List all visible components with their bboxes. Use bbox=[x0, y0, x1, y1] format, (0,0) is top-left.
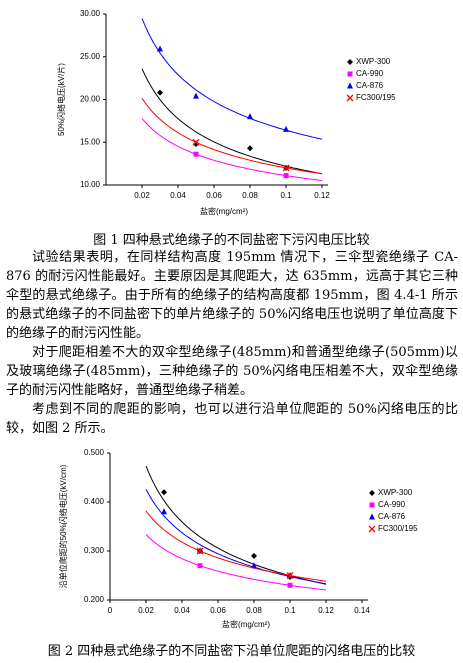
trend-line bbox=[145, 465, 327, 585]
legend-marker bbox=[369, 490, 375, 496]
x-tick-label: 0.02 bbox=[134, 191, 150, 200]
chart: 0.200 0.300 0.400 0.500 0 0.02 0.04 0.06 0.08 0.1… bbox=[58, 448, 418, 629]
point bbox=[197, 563, 203, 569]
point bbox=[251, 552, 257, 559]
point bbox=[251, 562, 257, 569]
legend-label: CA-990 bbox=[356, 69, 384, 78]
trend-line bbox=[141, 118, 323, 181]
point bbox=[287, 582, 293, 588]
x-tick-label: 0.1 bbox=[280, 191, 292, 200]
x-tick-label: 0.08 bbox=[242, 191, 258, 200]
trend-line bbox=[141, 18, 323, 140]
x-tick-label: 0.12 bbox=[318, 606, 334, 615]
point bbox=[193, 151, 199, 157]
point bbox=[247, 145, 253, 152]
x-tick-label: 0.12 bbox=[314, 191, 330, 200]
legend-label: CA-876 bbox=[378, 512, 406, 521]
x-tick-label: 0.06 bbox=[206, 191, 222, 200]
point bbox=[157, 89, 163, 96]
y-axis-label: 50%闪络电压(kV/片) bbox=[56, 63, 66, 136]
trend-line bbox=[145, 510, 327, 582]
legend-marker bbox=[346, 94, 354, 102]
legend-marker bbox=[347, 71, 353, 77]
y-tick-label: 10.00 bbox=[80, 180, 101, 189]
legend-label: CA-876 bbox=[356, 81, 384, 90]
legend-label: XWP-300 bbox=[378, 488, 413, 497]
chart: 10.00 15.00 20.00 25.00 30.00 0.02 0.04 0.06 0.0… bbox=[56, 9, 396, 216]
point bbox=[247, 113, 253, 120]
trend-line bbox=[145, 488, 327, 585]
x-tick-label: 0.02 bbox=[138, 606, 154, 615]
point bbox=[192, 138, 200, 146]
figure-caption: 图 1 四种悬式绝缘子的不同盐密下污闪电压比较 bbox=[93, 233, 370, 248]
point bbox=[282, 164, 290, 172]
legend-label: FC300/195 bbox=[378, 524, 418, 533]
point bbox=[157, 45, 163, 52]
x-tick-label: 0.06 bbox=[210, 606, 226, 615]
y-axis-label: 沿单位爬距的50%闪络电压(kV/cm) bbox=[58, 464, 68, 588]
x-tick-label: 0.14 bbox=[354, 606, 370, 615]
paragraph: 考虑到不同的爬距的影响，也可以进行沿单位爬距的 50%闪络电压的比较，如图 2 … bbox=[6, 402, 458, 436]
x-tick-label: 0.08 bbox=[246, 606, 262, 615]
y-tick-label: 20.00 bbox=[80, 95, 101, 104]
x-tick-label: 0 bbox=[108, 606, 113, 615]
trend-line bbox=[141, 68, 323, 175]
y-tick-label: 15.00 bbox=[80, 137, 101, 146]
y-tick-label: 30.00 bbox=[80, 9, 101, 18]
legend-marker bbox=[369, 513, 375, 520]
legend-marker bbox=[347, 59, 353, 65]
point bbox=[283, 173, 289, 179]
legend-marker bbox=[368, 525, 376, 533]
point bbox=[161, 508, 167, 515]
point bbox=[283, 125, 289, 132]
x-tick-label: 0.1 bbox=[284, 606, 296, 615]
x-axis-label: 盐密(mg/cm²) bbox=[200, 206, 248, 216]
trend-line bbox=[141, 97, 323, 175]
paragraph: 试验结果表明，在同样结构高度 195mm 情况下，三伞型瓷绝缘子 CA-876 … bbox=[6, 250, 458, 341]
legend-label: FC300/195 bbox=[356, 93, 396, 102]
body-text: 试验结果表明，在同样结构高度 195mm 情况下，三伞型瓷绝缘子 CA-876 … bbox=[6, 248, 458, 438]
x-tick-label: 0.04 bbox=[170, 191, 186, 200]
legend-label: CA-990 bbox=[378, 500, 406, 509]
point bbox=[196, 547, 204, 555]
y-tick-label: 0.400 bbox=[84, 497, 105, 506]
y-tick-label: 25.00 bbox=[80, 52, 101, 61]
y-tick-label: 0.200 bbox=[84, 595, 105, 604]
paragraph: 对于爬距相差不大的双伞型绝缘子(485mm)和普通型绝缘子(505mm)以及玻璃… bbox=[6, 345, 458, 398]
point bbox=[286, 572, 294, 579]
x-axis-label: 盐密(mg/cm²) bbox=[222, 619, 270, 629]
legend-marker bbox=[347, 82, 353, 89]
legend-label: XWP-300 bbox=[356, 57, 391, 66]
point bbox=[193, 92, 199, 99]
legend-marker bbox=[369, 502, 375, 508]
trend-line bbox=[145, 534, 327, 591]
y-tick-label: 0.300 bbox=[84, 546, 105, 555]
x-tick-label: 0.04 bbox=[174, 606, 190, 615]
figure-caption: 图 2 四种悬式绝缘子的不同盐密下沿单位爬距的闪络电压的比较 bbox=[47, 644, 416, 659]
point bbox=[161, 489, 167, 496]
y-tick-label: 0.500 bbox=[84, 448, 105, 457]
